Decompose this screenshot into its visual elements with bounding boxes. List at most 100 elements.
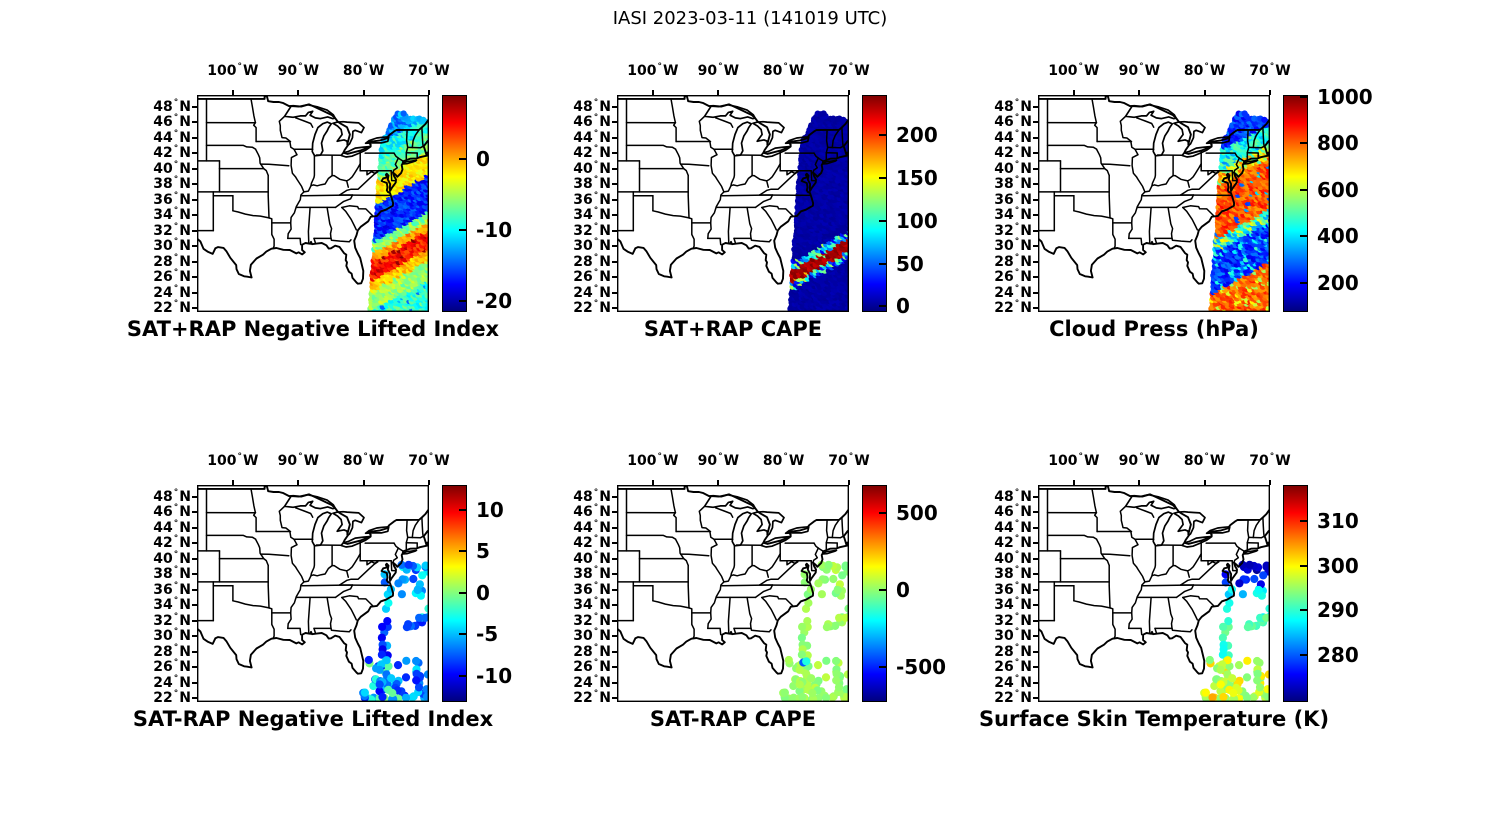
- lat-tick-mark: [612, 542, 617, 545]
- panel-title: SAT+RAP CAPE: [643, 317, 823, 341]
- lat-tick-mark: [612, 604, 617, 607]
- map-frame: [617, 95, 849, 312]
- lat-tick-label: 30°N: [153, 627, 191, 645]
- lon-tick-mark: [717, 90, 720, 95]
- lon-tick-mark: [231, 90, 234, 95]
- lat-tick-mark: [1033, 588, 1038, 591]
- lat-tick-label: 48°N: [153, 487, 191, 505]
- lat-tick-label: 30°N: [153, 237, 191, 255]
- colorbar-tick-label: 600: [1317, 177, 1359, 202]
- lat-tick-mark: [612, 136, 617, 139]
- lon-tick-mark: [297, 480, 300, 485]
- lat-tick-label: 40°N: [153, 549, 191, 567]
- colorbar-tick-mark: [1300, 142, 1307, 145]
- lon-tick-label: 100°W: [1048, 62, 1100, 79]
- lat-tick-label: 44°N: [573, 128, 611, 146]
- lon-tick-mark: [651, 90, 654, 95]
- colorbar-tick-label: 290: [1317, 598, 1359, 623]
- lat-tick-label: 34°N: [573, 596, 611, 614]
- lon-tick-label: 90°W: [277, 452, 320, 469]
- lon-tick-mark: [1203, 90, 1206, 95]
- lat-tick-mark: [1033, 214, 1038, 217]
- colorbar-tick-mark: [1300, 235, 1307, 238]
- lon-tick-label: 70°W: [408, 62, 450, 79]
- lon-tick-mark: [428, 480, 430, 485]
- lat-tick-mark: [192, 557, 197, 560]
- lat-tick-mark: [612, 573, 617, 576]
- panel-sat-plus-rap-cape: SAT+RAP CAPE 100°W 90°W 80°W 70°W 48°N 46°N 44…: [573, 63, 937, 341]
- lat-tick-label: 24°N: [994, 283, 1032, 301]
- lon-tick-mark: [1072, 90, 1075, 95]
- colorbar-tick-mark: [459, 508, 466, 511]
- lat-tick-mark: [1033, 167, 1038, 170]
- lat-tick-label: 38°N: [573, 175, 611, 193]
- lon-tick-label: 90°W: [697, 452, 740, 469]
- lat-tick-label: 26°N: [994, 658, 1032, 676]
- lat-tick-label: 46°N: [153, 503, 191, 521]
- lon-tick-label: 90°W: [277, 62, 320, 79]
- lon-tick-label: 70°W: [828, 62, 870, 79]
- lon-tick-label: 70°W: [1249, 62, 1291, 79]
- lat-tick-mark: [612, 635, 617, 638]
- lat-tick-label: 40°N: [573, 549, 611, 567]
- lat-tick-label: 46°N: [994, 113, 1032, 131]
- basemap-outlines: [617, 95, 849, 285]
- lat-tick-mark: [612, 121, 617, 124]
- lat-tick-label: 48°N: [573, 487, 611, 505]
- lat-tick-mark: [612, 588, 617, 591]
- colorbar-tick-label: 400: [1317, 224, 1359, 249]
- map-frame: [197, 485, 429, 702]
- colorbar-tick-label: -10: [476, 663, 513, 688]
- lat-tick-label: 34°N: [573, 206, 611, 224]
- colorbar-tick-mark: [1300, 95, 1307, 98]
- lat-tick-mark: [1033, 495, 1038, 498]
- lat-tick-mark: [612, 167, 617, 170]
- lat-tick-label: 22°N: [994, 299, 1032, 317]
- lat-tick-mark: [612, 681, 617, 684]
- colorbar-tick-label: 200: [1317, 270, 1359, 295]
- lat-tick-mark: [612, 105, 617, 108]
- lon-tick-mark: [1072, 480, 1075, 485]
- lat-tick-label: 34°N: [153, 206, 191, 224]
- lat-tick-mark: [612, 198, 617, 201]
- lat-tick-label: 26°N: [153, 268, 191, 286]
- lat-tick-mark: [192, 588, 197, 591]
- lat-tick-label: 36°N: [573, 580, 611, 598]
- lon-tick-mark: [1138, 480, 1141, 485]
- lat-tick-label: 26°N: [573, 658, 611, 676]
- map-svg: [1038, 485, 1270, 702]
- lat-tick-label: 28°N: [153, 642, 191, 660]
- map-svg: [197, 95, 429, 312]
- colorbar-tick-label: -500: [896, 654, 947, 679]
- panel-title: SAT-RAP Negative Lifted Index: [132, 707, 494, 731]
- colorbar-tick-label: 280: [1317, 643, 1359, 667]
- lat-tick-mark: [1033, 666, 1038, 669]
- colorbar-tick-mark: [879, 589, 886, 591]
- lon-tick-mark: [651, 480, 654, 485]
- lat-tick-mark: [192, 681, 197, 684]
- lat-tick-mark: [612, 666, 617, 669]
- lat-tick-label: 38°N: [573, 565, 611, 583]
- colorbar-tick-label: 1000: [1317, 84, 1373, 109]
- scatter-points: [1200, 560, 1270, 702]
- lat-tick-label: 26°N: [153, 658, 191, 676]
- scatter-points: [367, 110, 429, 312]
- lat-tick-label: 26°N: [573, 268, 611, 286]
- lon-tick-label: 80°W: [1183, 452, 1226, 469]
- lat-tick-label: 24°N: [994, 673, 1032, 691]
- lon-tick-mark: [428, 90, 430, 95]
- lat-tick-mark: [612, 245, 617, 248]
- lat-tick-mark: [612, 214, 617, 217]
- lat-tick-label: 44°N: [573, 518, 611, 536]
- lat-tick-label: 22°N: [573, 299, 611, 317]
- lat-tick-label: 28°N: [573, 252, 611, 270]
- lat-tick-label: 42°N: [573, 534, 611, 552]
- colorbar-tick-mark: [1300, 188, 1307, 191]
- colorbar-tick-mark: [879, 665, 886, 668]
- panel-title: SAT+RAP Negative Lifted Index: [126, 317, 500, 341]
- lon-tick-label: 80°W: [762, 452, 805, 469]
- lat-tick-label: 30°N: [573, 237, 611, 255]
- lat-tick-mark: [612, 260, 617, 263]
- colorbar-tick-label: 310: [1317, 508, 1359, 533]
- colorbar-tick-label: 150: [896, 166, 938, 190]
